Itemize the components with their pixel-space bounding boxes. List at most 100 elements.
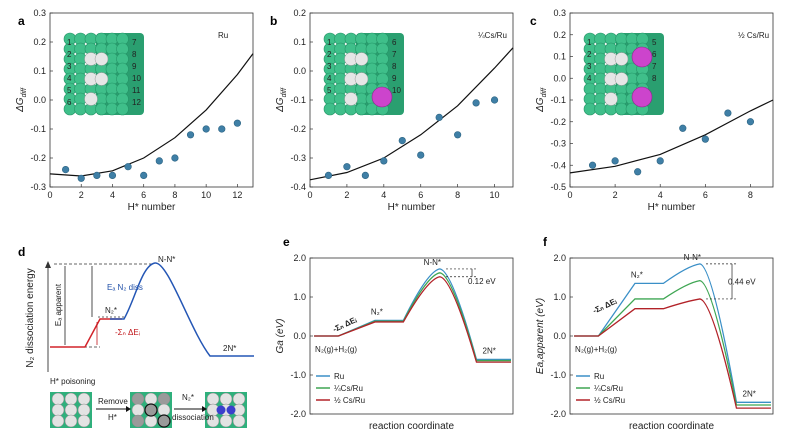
d-vacancy-ring (144, 403, 158, 417)
y-tick-label: -0.4 (550, 160, 566, 170)
panel-letter-f: f (543, 235, 548, 249)
site-label: 6 (67, 98, 72, 107)
y-tick-label: 1.0 (293, 292, 306, 302)
fit-curve-b (309, 47, 514, 181)
site-label: 7 (132, 38, 137, 47)
d-h-atom (77, 392, 91, 406)
site-label: 7 (392, 50, 397, 59)
y-tick-label: 0.0 (33, 95, 46, 105)
x-tick-label: 2 (613, 190, 618, 200)
d-h-atom (64, 392, 78, 406)
x-tick-label: 10 (490, 190, 500, 200)
d-blue-path (110, 262, 254, 357)
data-point (435, 113, 443, 121)
d-h-atom (232, 414, 246, 428)
site-label: 9 (392, 74, 397, 83)
x-tick-label: 6 (418, 190, 423, 200)
d-arrow-remove-head (126, 406, 131, 412)
y-tick-label: -0.2 (290, 124, 306, 134)
y-axis-label-e: Ga (eV) (275, 318, 286, 353)
h-atom (84, 92, 98, 106)
y-tick-label: 0.0 (293, 66, 306, 76)
site-label: 8 (392, 62, 397, 71)
y-tick-label: -0.3 (30, 182, 46, 192)
d-y-axis-label: N₂ dissociation energy (25, 268, 36, 368)
site-label: 8 (652, 74, 657, 83)
x-tick-label: 4 (110, 190, 115, 200)
site-label: 1 (327, 38, 332, 47)
x-tick-label: 6 (141, 190, 146, 200)
site-label: 6 (652, 50, 657, 59)
cs-atom (631, 46, 653, 68)
d-h-atom (77, 403, 91, 417)
data-point (656, 157, 664, 165)
data-point (62, 166, 70, 174)
y-tick-label: 1.0 (553, 292, 566, 302)
y-tick-label: -0.2 (30, 153, 46, 163)
d-remove-sub-label: H* (108, 413, 117, 422)
d-vacancy-ring (157, 414, 171, 428)
x-tick-label: 10 (201, 190, 211, 200)
cs-atom (371, 86, 393, 108)
x-tick-label: 12 (232, 190, 242, 200)
y-tick-label: -0.2 (550, 117, 566, 127)
ru-atom (116, 102, 129, 116)
y-axis-label-a: ΔGdiff (15, 87, 28, 113)
d-arrow-dissoc-head (202, 406, 207, 412)
y-axis-label-c: ΔGdiff (535, 87, 548, 113)
inset-b: 1 2 3 4 5 6 7 8 9 10 (323, 32, 404, 116)
d-ea-apparent-label: Eₐ apparent (54, 283, 63, 326)
data-point (233, 119, 241, 127)
d-y-arrow (45, 261, 51, 268)
y-tick-label: -0.1 (290, 95, 306, 105)
x-tick-label: 6 (703, 190, 708, 200)
y-tick-label: 2.0 (293, 253, 306, 263)
data-point (124, 163, 132, 171)
x-tick-label: 2 (344, 190, 349, 200)
state-label-start: N₂(g)+H₂(g) (315, 345, 357, 354)
site-label: 8 (132, 50, 137, 59)
site-label: 11 (132, 86, 141, 95)
x-tick-label: 8 (748, 190, 753, 200)
d-dissociation-label: dissociation (172, 413, 214, 422)
data-point (746, 118, 755, 126)
d-h-atom (77, 414, 91, 428)
y-tick-label: 0.3 (553, 8, 566, 18)
y-tick-label: 0.1 (33, 66, 46, 76)
d-h-atom (144, 414, 158, 428)
site-label: 3 (587, 62, 592, 71)
data-point (202, 125, 210, 133)
d-h-atom (131, 403, 145, 417)
d-h-atom (51, 403, 65, 417)
inset-label-a: Ru (218, 31, 228, 40)
x-tick-label: 8 (455, 190, 460, 200)
ru-atom (74, 102, 87, 116)
x-tick-label: 2 (79, 190, 84, 200)
x-axis-label-c: H* number (648, 202, 696, 213)
state-label-n2: N₂* (631, 270, 643, 279)
gap-label-e: 0.12 eV (468, 277, 496, 286)
d-h-atom (157, 392, 171, 406)
legend-label: Ru (594, 372, 604, 381)
data-point (140, 171, 148, 179)
site-label: 10 (132, 74, 141, 83)
site-label: 4 (587, 74, 592, 83)
panel-letter-e: e (283, 235, 290, 249)
d-h-atom (131, 414, 145, 428)
data-point (380, 157, 388, 165)
y-tick-label: 2.0 (553, 253, 566, 263)
y-tick-label: 0.2 (293, 8, 306, 18)
panel-letter-d: d (18, 245, 25, 259)
h-atom (614, 52, 629, 66)
site-label: 5 (327, 86, 332, 95)
data-point (171, 154, 179, 162)
series-line-f (574, 279, 771, 406)
site-label: 2 (67, 50, 72, 59)
d-h-atom (64, 414, 78, 428)
x-tick-label: 0 (307, 190, 312, 200)
d-h-atom (64, 403, 78, 417)
y-tick-label: 0.0 (553, 73, 566, 83)
sum-label-e: -Σₙ ΔEᵢ (331, 315, 358, 334)
data-point (77, 174, 85, 182)
state-label-ts: N-N* (424, 258, 441, 267)
